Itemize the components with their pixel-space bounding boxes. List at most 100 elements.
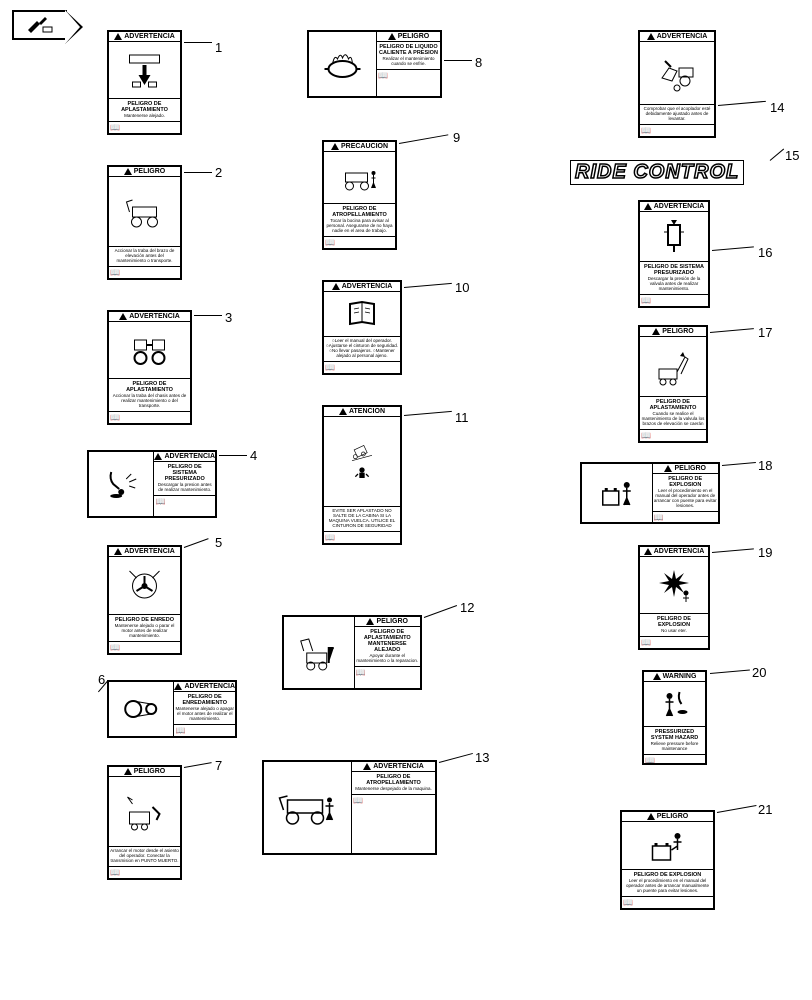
callout-num-3: 3 (225, 310, 232, 325)
callout-line-14 (718, 101, 766, 106)
label-panel: ADVERTENCIA PELIGRO DE SISTEMA PRESURIZA… (154, 452, 215, 516)
safety-label-3: ADVERTENCIA PELIGRO DE APLASTAMIENTO Acc… (107, 310, 192, 425)
label-header: ADVERTENCIA (640, 32, 714, 42)
label-icon (640, 337, 706, 397)
label-header: ADVERTENCIA (109, 32, 180, 42)
book-icon: 📖 (174, 724, 235, 736)
book-icon: 📖 (377, 69, 440, 81)
label-icon (640, 212, 708, 262)
callout-num-18: 18 (758, 458, 772, 473)
callout-num-1: 1 (215, 40, 222, 55)
callout-line-15 (770, 149, 784, 161)
label-icon (309, 32, 377, 96)
label-panel: ADVERTENCIA PELIGRO DE ENREDAMIENTO Mant… (174, 682, 235, 736)
label-header: WARNING (644, 672, 705, 682)
label-text: PELIGRO DE APLASTAMIENTO Accionar la tra… (109, 379, 190, 411)
label-text: EVITE SER APLASTADO NO SALTE DE LA CABIN… (324, 507, 400, 531)
callout-num-8: 8 (475, 55, 482, 70)
trowel-icon (25, 15, 55, 35)
book-icon: 📖 (622, 896, 713, 908)
callout-line-19 (712, 548, 754, 553)
label-text: ○Leer el manual del operador. ○Ajustarse… (324, 337, 400, 361)
label-icon (89, 452, 154, 516)
label-header: PRECAUCION (324, 142, 395, 152)
label-panel: PELIGRO PELIGRO DE APLASTAMIENTO MANTENE… (355, 617, 421, 688)
label-header: PELIGRO (622, 812, 713, 822)
safety-label-11: ATENCION EVITE SER APLASTADO NO SALTE DE… (322, 405, 402, 545)
callout-num-21: 21 (758, 802, 772, 817)
label-header: PELIGRO (109, 767, 180, 777)
callout-num-7: 7 (215, 758, 222, 773)
label-icon (109, 682, 174, 736)
callout-line-5 (184, 538, 209, 548)
label-header: ADVERTENCIA (324, 282, 400, 292)
label-text: PELIGRO DE ATROPELLAMIENTO Tocar la boci… (324, 204, 395, 236)
callout-num-19: 19 (758, 545, 772, 560)
label-header: PELIGRO (355, 617, 421, 627)
callout-num-15: 15 (785, 148, 799, 163)
callout-line-20 (710, 670, 750, 674)
callout-num-5: 5 (215, 535, 222, 550)
ride-control-decal: RIDE CONTROL (570, 160, 744, 185)
callout-line-21 (717, 805, 757, 813)
label-text: PELIGRO DE SISTEMA PRESURIZADO Descargar… (154, 462, 215, 495)
callout-line-11 (404, 411, 452, 416)
callout-line-9 (399, 134, 448, 144)
safety-label-10: ADVERTENCIA ○Leer el manual del operador… (322, 280, 402, 375)
callout-line-3 (194, 315, 222, 316)
label-text: Comprobar que el acoplador esté debidame… (640, 105, 714, 124)
label-text: PELIGRO DE ENREDAMIENTO Mantenerse aleja… (174, 692, 235, 724)
book-icon: 📖 (355, 666, 421, 678)
label-header: ADVERTENCIA (109, 312, 190, 322)
label-icon (324, 292, 400, 337)
callout-num-17: 17 (758, 325, 772, 340)
safety-label-17: PELIGRO PELIGRO DE APLASTAMIENTO Cuando … (638, 325, 708, 443)
label-text: PELIGRO DE APLASTAMIENTO MANTENERSE ALEJ… (355, 627, 421, 666)
label-header: PELIGRO (653, 464, 719, 474)
callout-line-17 (710, 328, 754, 333)
label-text: PRESSURIZED SYSTEM HAZARD Relieve pressu… (644, 727, 705, 754)
corner-badge (12, 10, 67, 40)
callout-line-12 (424, 605, 457, 618)
callout-num-14: 14 (770, 100, 784, 115)
callout-line-1 (184, 42, 212, 43)
book-icon: 📖 (109, 266, 180, 278)
book-icon: 📖 (324, 531, 400, 543)
label-icon (622, 822, 713, 870)
book-icon: 📖 (109, 866, 180, 878)
book-icon: 📖 (324, 236, 395, 248)
label-panel: PELIGRO PELIGRO DE LIQUIDO CALIENTE A PR… (377, 32, 440, 96)
label-text: PELIGRO DE SISTEMA PRESURIZADO Descargar… (640, 262, 708, 294)
book-icon: 📖 (640, 636, 708, 648)
callout-num-9: 9 (453, 130, 460, 145)
callout-line-4 (219, 455, 247, 456)
label-icon (109, 557, 180, 615)
safety-label-13: ADVERTENCIA PELIGRO DE ATROPELLAMIENTO M… (262, 760, 437, 855)
label-icon (640, 557, 708, 614)
callout-num-13: 13 (475, 750, 489, 765)
book-icon: 📖 (352, 794, 435, 806)
label-header: PELIGRO (377, 32, 440, 42)
label-icon (264, 762, 352, 853)
book-icon: 📖 (640, 124, 714, 136)
book-icon: 📖 (324, 361, 400, 373)
book-icon: 📖 (640, 429, 706, 441)
label-text: PELIGRO DE EXPLOSION Leer el procedimien… (653, 474, 719, 511)
label-icon (644, 682, 705, 727)
label-text: PELIGRO DE EXPLOSION No usar eter. (640, 614, 708, 636)
label-icon (109, 177, 180, 247)
book-icon: 📖 (109, 121, 180, 133)
safety-label-12: PELIGRO PELIGRO DE APLASTAMIENTO MANTENE… (282, 615, 422, 690)
safety-label-8: PELIGRO PELIGRO DE LIQUIDO CALIENTE A PR… (307, 30, 442, 98)
label-icon (109, 777, 180, 847)
label-header: ADVERTENCIA (640, 547, 708, 557)
label-text: PELIGRO DE APLASTAMIENTO Mantenerse alej… (109, 99, 180, 121)
safety-label-9: PRECAUCION PELIGRO DE ATROPELLAMIENTO To… (322, 140, 397, 250)
book-icon: 📖 (109, 411, 190, 423)
callout-line-2 (184, 172, 212, 173)
safety-label-16: ADVERTENCIA PELIGRO DE SISTEMA PRESURIZA… (638, 200, 710, 308)
label-header: ATENCION (324, 407, 400, 417)
label-header: ADVERTENCIA (352, 762, 435, 772)
label-panel: ADVERTENCIA PELIGRO DE ATROPELLAMIENTO M… (352, 762, 435, 853)
safety-label-18: PELIGRO PELIGRO DE EXPLOSION Leer el pro… (580, 462, 720, 524)
